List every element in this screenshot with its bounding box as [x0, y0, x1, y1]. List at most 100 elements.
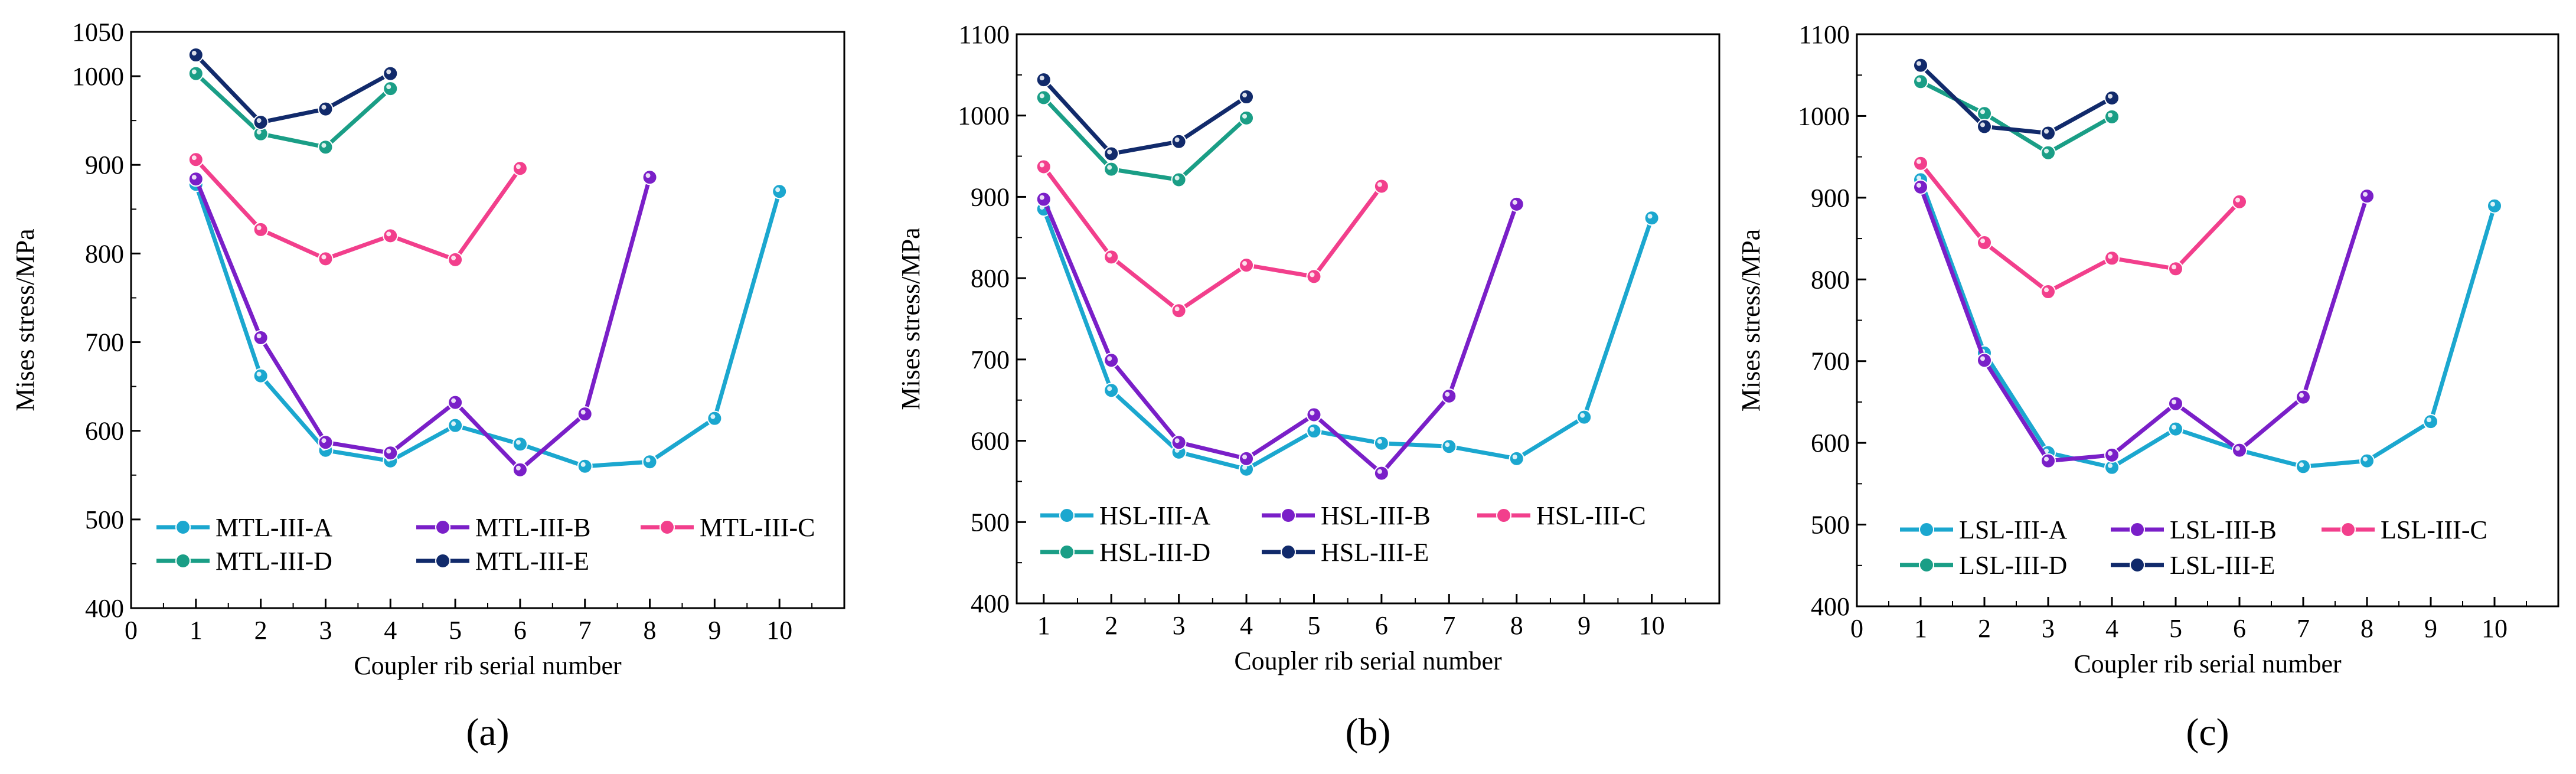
legend-label: HSL-III-B	[1321, 501, 1431, 530]
x-tick-label: 6	[514, 616, 527, 645]
chart-panel: 1 2 3 4 5 6 7 8 9 10 400 500 600 700 800 900 1000 1100 Cou…	[896, 20, 1720, 754]
series	[1036, 191, 1524, 481]
data-point	[1036, 159, 1052, 175]
series	[188, 177, 788, 474]
data-point	[642, 454, 658, 470]
data-point-highlight	[1917, 159, 1921, 164]
data-point-highlight	[2108, 463, 2113, 468]
data-point	[2359, 453, 2375, 469]
y-tick-label: 700	[971, 345, 1010, 374]
data-point	[448, 252, 463, 267]
data-point	[2423, 414, 2438, 430]
x-tick-label: 9	[1578, 611, 1591, 640]
legend-item: LSL-III-C	[2322, 515, 2487, 544]
y-tick-label: 800	[85, 239, 124, 268]
series	[1036, 159, 1389, 319]
panel-label: (c)	[2186, 711, 2229, 754]
y-tick-label: 1100	[1799, 20, 1850, 49]
legend-label: LSL-III-B	[2170, 515, 2277, 544]
data-point-highlight	[2044, 129, 2049, 134]
data-point-highlight	[1445, 442, 1450, 448]
x-tick-label: 7	[2297, 614, 2310, 643]
legend-swatch-marker	[1059, 544, 1075, 560]
data-point	[577, 406, 593, 422]
data-point-highlight	[256, 334, 262, 339]
series-line	[194, 53, 391, 125]
series-line	[194, 184, 782, 469]
x-axis-title: Coupler rib serial number	[2074, 649, 2342, 678]
legend-item: LSL-III-B	[2111, 515, 2277, 544]
data-point-highlight	[1980, 122, 1985, 128]
data-point	[2359, 188, 2375, 204]
data-point-highlight	[191, 155, 197, 161]
data-point	[2168, 396, 2183, 412]
y-axis-title: Mises stress/MPa	[1736, 229, 1765, 412]
y-tick-label: 900	[971, 182, 1010, 211]
legend-item: MTL-III-B	[416, 513, 591, 542]
data-point	[2040, 145, 2056, 161]
x-tick-label: 7	[1442, 611, 1455, 640]
legend-swatch-marker	[435, 520, 450, 535]
data-point-highlight	[1377, 182, 1382, 187]
data-point	[1306, 269, 1322, 285]
series-line	[1919, 64, 2113, 135]
y-tick-label: 500	[85, 505, 124, 534]
legend-swatch-marker	[1919, 522, 1934, 537]
x-tick-label: 9	[2424, 614, 2437, 643]
x-tick-label: 10	[1639, 611, 1665, 640]
data-point	[2040, 125, 2056, 141]
x-tick-label: 6	[1375, 611, 1388, 640]
series	[1036, 72, 1255, 162]
x-tick-label: 2	[254, 616, 267, 645]
data-point-highlight	[451, 421, 456, 426]
x-tick-label: 0	[125, 616, 138, 645]
legend-item: MTL-III-E	[416, 547, 589, 576]
legend-item: LSL-III-D	[1900, 551, 2067, 580]
legend-item: LSL-III-A	[1900, 515, 2067, 544]
data-point-highlight	[1242, 113, 1248, 119]
data-point-highlight	[321, 254, 327, 260]
series-line	[1041, 198, 1519, 476]
data-point	[1441, 388, 1457, 404]
data-point	[2296, 389, 2311, 405]
data-point-highlight	[1310, 427, 1315, 432]
data-point	[772, 184, 788, 200]
data-point	[1441, 439, 1457, 455]
x-tick-label: 4	[1240, 611, 1253, 640]
x-tick-label: 5	[2169, 614, 2182, 643]
x-tick-label: 3	[2042, 614, 2055, 643]
series	[188, 169, 658, 478]
data-point	[1306, 423, 1322, 439]
y-tick-label: 600	[971, 427, 1010, 456]
series	[188, 47, 399, 130]
x-tick-label: 8	[1510, 611, 1523, 640]
data-point-highlight	[1039, 93, 1044, 99]
data-point-highlight	[515, 440, 521, 445]
data-point	[318, 435, 334, 450]
data-point-highlight	[256, 129, 262, 135]
data-point-highlight	[1107, 386, 1112, 391]
series	[1913, 155, 2247, 300]
data-point-highlight	[1242, 454, 1248, 459]
series-line	[1919, 162, 2241, 294]
data-point	[188, 66, 204, 81]
data-point	[2487, 198, 2502, 214]
data-point-highlight	[2172, 264, 2176, 270]
data-point	[1913, 179, 1928, 195]
x-tick-label: 4	[384, 616, 397, 645]
legend-item: HSL-III-B	[1262, 501, 1431, 530]
data-point-highlight	[2044, 288, 2049, 293]
series	[1913, 179, 2375, 469]
data-point-highlight	[2172, 399, 2176, 404]
data-point	[383, 445, 399, 461]
x-tick-label: 1	[1914, 614, 1927, 643]
legend-item: MTL-III-C	[641, 513, 815, 542]
series-line	[1042, 96, 1248, 182]
data-point-highlight	[2108, 93, 2113, 99]
data-point-highlight	[386, 69, 391, 74]
data-point	[1977, 234, 1992, 250]
data-point-highlight	[1039, 162, 1044, 168]
x-tick-label: 5	[449, 616, 462, 645]
data-point	[2168, 261, 2183, 277]
